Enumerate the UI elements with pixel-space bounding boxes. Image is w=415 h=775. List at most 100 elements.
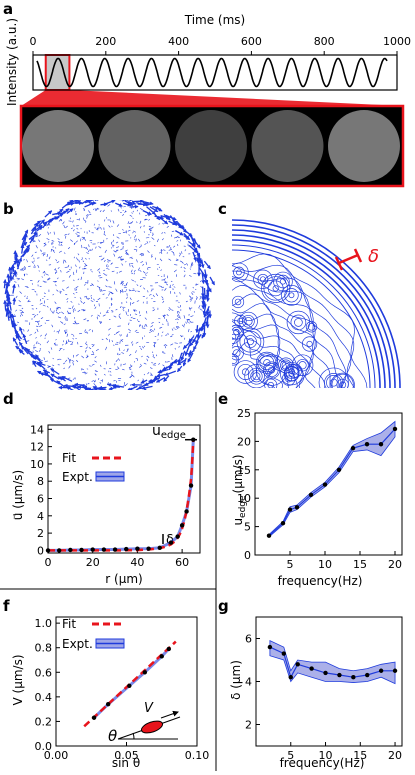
vector-arrow-inner xyxy=(103,315,106,316)
vortex-contour xyxy=(285,288,299,302)
vector-arrow-inner xyxy=(67,318,68,321)
y-tick-label: 2 xyxy=(245,719,252,732)
vector-arrow-inner xyxy=(36,326,38,327)
vector-arrow-inner xyxy=(73,308,75,310)
vector-arrow-inner xyxy=(131,341,132,343)
vector-arrow-inner xyxy=(120,306,121,308)
vector-arrow-inner xyxy=(174,270,177,272)
panel-a-xlabel: Time (ms) xyxy=(184,13,246,27)
vector-arrow-inner xyxy=(78,310,80,312)
vector-arrow-edge xyxy=(6,308,7,316)
vector-arrow-inner xyxy=(55,248,56,249)
vector-arrow-inner xyxy=(176,240,178,241)
vector-arrow-edge xyxy=(175,231,183,235)
vector-arrow-inner xyxy=(75,211,76,212)
vector-arrow-inner xyxy=(189,307,190,310)
time-tick-label: 400 xyxy=(168,35,189,48)
vector-arrow-inner xyxy=(15,310,17,311)
y-tick-label: 10 xyxy=(237,492,251,505)
vector-arrow-inner xyxy=(83,208,85,210)
vector-arrow-inner xyxy=(85,258,86,259)
vector-arrow-inner xyxy=(180,261,182,262)
vector-arrow-inner xyxy=(68,265,69,267)
vector-arrow-inner xyxy=(123,206,125,207)
vector-arrow-inner xyxy=(169,309,170,310)
vector-arrow-inner xyxy=(103,210,105,212)
panel-label-c: c xyxy=(218,200,227,218)
vector-arrow-inner xyxy=(150,232,151,233)
vector-arrow-inner xyxy=(34,267,35,268)
vector-arrow-inner xyxy=(52,240,55,241)
vector-arrow-inner xyxy=(157,239,158,242)
vector-arrow-inner xyxy=(73,229,74,231)
vector-arrow-inner xyxy=(131,273,133,274)
vector-arrow-edge xyxy=(115,203,122,206)
vector-arrow-inner xyxy=(156,355,157,357)
vector-arrow-inner xyxy=(34,265,35,268)
vector-arrow-inner xyxy=(61,270,62,272)
vector-arrow-inner xyxy=(58,317,61,318)
vector-arrow-inner xyxy=(140,324,141,326)
vector-arrow-inner xyxy=(136,246,137,247)
vector-arrow-inner xyxy=(143,379,144,381)
vector-arrow-inner xyxy=(77,228,79,229)
vortex-contour xyxy=(294,318,302,326)
vector-arrow-inner xyxy=(119,314,121,316)
vector-arrow-inner xyxy=(147,241,148,243)
vector-arrow-inner xyxy=(56,290,58,292)
vector-arrow-inner xyxy=(101,227,102,229)
vector-arrow-inner xyxy=(53,251,55,253)
delta-bar xyxy=(339,255,358,263)
vector-arrow-inner xyxy=(181,267,182,268)
vector-arrow-inner xyxy=(126,302,127,303)
vector-arrow-inner xyxy=(159,267,160,268)
vector-arrow-inner xyxy=(120,249,122,250)
vector-arrow-inner xyxy=(102,258,105,260)
vector-arrow-inner xyxy=(184,264,186,265)
vector-arrow-inner xyxy=(105,250,107,253)
vector-arrow-inner xyxy=(86,384,87,386)
vector-arrow-inner xyxy=(48,227,49,228)
vector-arrow-inner xyxy=(56,259,57,261)
vector-arrow-inner xyxy=(69,275,71,278)
vector-arrow-inner xyxy=(29,335,31,336)
vector-arrow-inner xyxy=(112,340,113,342)
vector-arrow-inner xyxy=(45,334,47,337)
vector-arrow-inner xyxy=(116,247,119,248)
vector-arrow-inner xyxy=(124,350,125,351)
x-tick-label: 0.05 xyxy=(114,749,139,762)
vortex-contour xyxy=(291,315,306,330)
vector-arrow-inner xyxy=(64,253,65,254)
vector-arrow-inner xyxy=(128,329,130,331)
vector-arrow-inner xyxy=(166,319,167,322)
vector-arrow-edge xyxy=(106,200,115,203)
vector-arrow-inner xyxy=(62,222,64,225)
vector-arrow-inner xyxy=(53,294,54,295)
vector-arrow-inner xyxy=(139,270,141,272)
vector-arrow-inner xyxy=(138,380,139,381)
expt-point xyxy=(175,534,179,538)
vector-arrow-inner xyxy=(130,320,132,321)
vector-arrow-inner xyxy=(72,306,73,309)
vector-arrow-inner xyxy=(126,254,129,255)
vector-arrow-inner xyxy=(34,315,36,317)
vector-arrow-inner xyxy=(116,289,118,292)
vector-arrow-inner xyxy=(129,263,130,266)
vector-arrow-inner xyxy=(51,311,53,313)
vector-arrow-inner xyxy=(83,302,85,304)
vector-arrow-inner xyxy=(122,369,124,370)
expt-point xyxy=(68,548,72,552)
vector-arrow-inner xyxy=(84,265,87,266)
vector-arrow-inner xyxy=(133,211,134,212)
vector-arrow-inner xyxy=(82,372,85,373)
vector-arrow-inner xyxy=(147,272,148,273)
vector-arrow-inner xyxy=(67,311,68,313)
vector-arrow-inner xyxy=(139,365,142,367)
vector-arrow-inner xyxy=(172,329,173,331)
vector-arrow-inner xyxy=(138,321,140,322)
data-point xyxy=(267,533,271,537)
x-tick-label: 15 xyxy=(353,558,367,571)
y-tick-label: 0.8 xyxy=(35,642,53,655)
vector-arrow-inner xyxy=(142,325,143,327)
